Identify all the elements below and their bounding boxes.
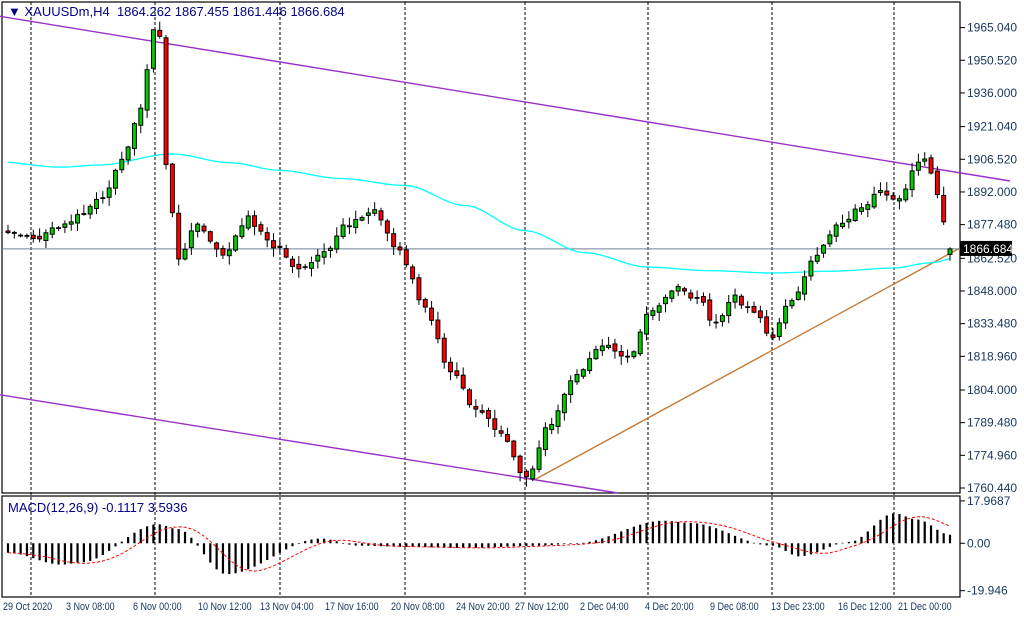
svg-text:1877.480: 1877.480: [967, 218, 1017, 232]
svg-text:1921.040: 1921.040: [967, 120, 1017, 134]
svg-text:1833.480: 1833.480: [967, 317, 1017, 331]
svg-text:1818.960: 1818.960: [967, 349, 1017, 363]
svg-text:1936.000: 1936.000: [967, 86, 1017, 100]
svg-text:1774.960: 1774.960: [967, 448, 1017, 462]
svg-text:1789.480: 1789.480: [967, 416, 1017, 430]
svg-text:17.9687: 17.9687: [967, 494, 1011, 508]
svg-text:1760.440: 1760.440: [967, 481, 1017, 495]
svg-text:1892.000: 1892.000: [967, 185, 1017, 199]
svg-text:1848.000: 1848.000: [967, 284, 1017, 298]
svg-text:1906.520: 1906.520: [967, 152, 1017, 166]
svg-text:1965.040: 1965.040: [967, 21, 1017, 35]
svg-text:0.00: 0.00: [967, 536, 991, 550]
svg-text:-19.946: -19.946: [967, 584, 1008, 598]
svg-text:1804.000: 1804.000: [967, 383, 1017, 397]
svg-text:1866.684: 1866.684: [963, 242, 1013, 256]
svg-text:1950.520: 1950.520: [967, 53, 1017, 67]
